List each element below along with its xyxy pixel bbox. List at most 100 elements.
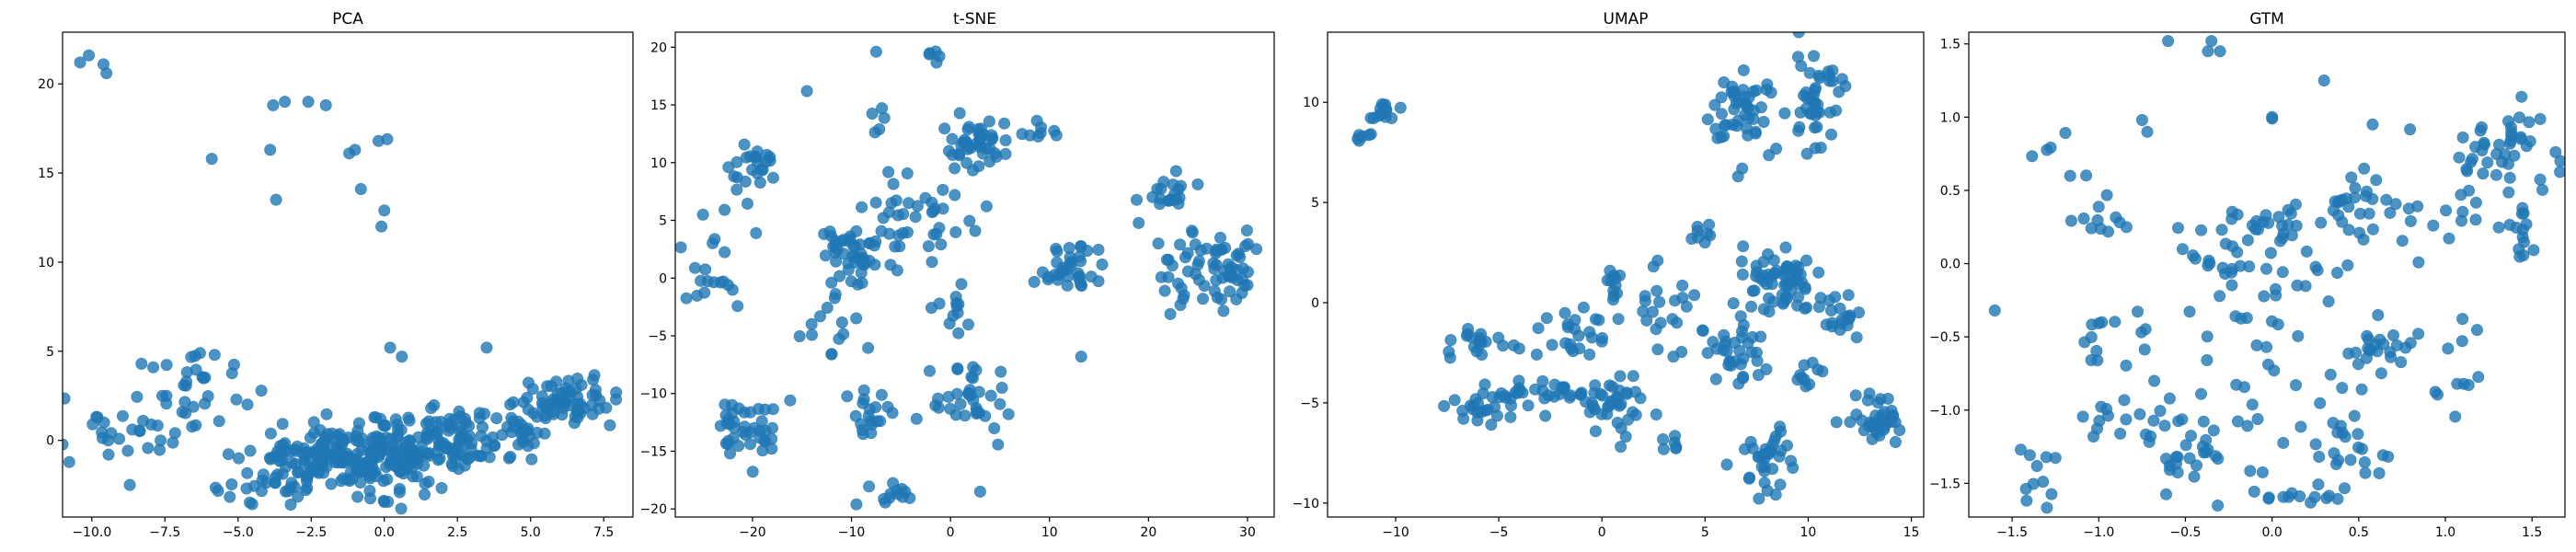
data-point xyxy=(1715,91,1728,104)
data-point xyxy=(1856,414,1869,427)
data-point xyxy=(2266,315,2279,328)
data-point xyxy=(910,412,923,425)
data-point xyxy=(224,490,236,503)
y-tick-label: −5 xyxy=(1300,397,1319,411)
x-tick-label: −7.5 xyxy=(149,525,180,540)
data-point xyxy=(368,410,381,423)
data-point xyxy=(2195,387,2208,400)
scatter-points xyxy=(63,49,623,515)
data-point xyxy=(1722,359,1735,372)
data-point xyxy=(2231,246,2244,259)
data-point xyxy=(938,122,951,135)
data-point xyxy=(2205,35,2218,48)
data-point xyxy=(1728,90,1741,103)
data-point xyxy=(2225,279,2238,292)
data-point xyxy=(123,478,136,491)
data-point xyxy=(292,466,305,478)
data-point xyxy=(1798,89,1811,102)
data-point xyxy=(1735,255,1748,268)
data-point xyxy=(154,443,167,456)
data-point xyxy=(2471,324,2484,337)
data-point xyxy=(990,150,1003,163)
data-point xyxy=(2231,208,2244,221)
data-point xyxy=(570,403,583,416)
y-tick-label: −1.0 xyxy=(1929,404,1961,419)
data-point xyxy=(1532,322,1545,335)
data-point xyxy=(571,372,584,385)
data-point xyxy=(864,415,877,428)
data-point xyxy=(1861,394,1874,407)
data-point xyxy=(2026,150,2039,163)
data-point xyxy=(830,255,843,268)
data-point xyxy=(1558,382,1570,395)
x-tick-label: 10 xyxy=(1800,525,1817,540)
data-point xyxy=(943,144,956,157)
x-tick-label: 5 xyxy=(1701,525,1709,540)
data-point xyxy=(2323,489,2336,502)
data-point xyxy=(2235,312,2248,325)
data-point xyxy=(866,108,879,121)
data-point xyxy=(2085,353,2098,366)
data-point xyxy=(2120,221,2133,234)
data-point xyxy=(2311,264,2324,277)
data-point xyxy=(307,416,320,429)
data-point xyxy=(1784,275,1797,288)
data-point xyxy=(1701,347,1714,360)
data-point xyxy=(999,134,1012,147)
data-point xyxy=(113,432,126,445)
data-point xyxy=(459,417,472,430)
data-point xyxy=(193,347,206,360)
data-point xyxy=(949,189,961,201)
data-point xyxy=(240,482,253,495)
y-tick-label: 20 xyxy=(38,77,54,92)
data-point xyxy=(1085,270,1098,283)
data-point xyxy=(1835,314,1848,327)
data-point xyxy=(1096,258,1109,270)
data-point xyxy=(1577,301,1590,314)
y-tick-label: 5 xyxy=(1311,196,1319,211)
x-tick-label: −10 xyxy=(1382,525,1409,540)
data-point xyxy=(1197,293,1210,305)
data-point xyxy=(1603,400,1616,413)
x-tick-label: 1.0 xyxy=(2435,525,2455,540)
data-point xyxy=(1651,254,1664,267)
data-point xyxy=(1809,82,1822,95)
data-point xyxy=(1774,478,1787,491)
x-tick-label: 5.0 xyxy=(521,525,541,540)
data-point xyxy=(883,491,896,504)
data-point xyxy=(2077,213,2090,225)
data-point xyxy=(2120,413,2133,426)
data-point xyxy=(1747,85,1760,98)
data-point xyxy=(276,418,289,431)
data-point xyxy=(1495,386,1508,399)
data-point xyxy=(2154,405,2167,418)
data-point xyxy=(2299,280,2312,293)
data-point xyxy=(946,132,959,145)
data-point xyxy=(425,402,438,415)
scatter-panel-4: GTM −1.5 −1.0 −0.5 0.0 0.5 1.0 1.5 −1.5 −1.0 −0.5 0… xyxy=(1929,10,2566,540)
data-point xyxy=(1770,264,1783,277)
data-point xyxy=(2324,368,2337,381)
data-point xyxy=(1794,369,1807,382)
x-tick-label: 7.5 xyxy=(593,525,614,540)
data-point xyxy=(730,155,743,168)
data-point xyxy=(186,420,199,433)
data-point xyxy=(458,438,471,451)
data-point xyxy=(1131,193,1144,206)
data-point xyxy=(1575,386,1588,399)
data-point xyxy=(1812,266,1825,279)
y-tick-label: −1.5 xyxy=(1929,477,1961,491)
data-point xyxy=(962,318,975,331)
data-point xyxy=(1654,316,1667,329)
data-point xyxy=(857,397,869,409)
data-point xyxy=(151,420,164,432)
data-point xyxy=(2453,151,2466,164)
data-point xyxy=(800,85,813,98)
data-point xyxy=(1546,339,1558,351)
data-point xyxy=(2336,382,2349,395)
data-point xyxy=(302,96,315,109)
data-point xyxy=(2327,417,2340,430)
data-point xyxy=(317,440,330,453)
data-point xyxy=(2514,132,2527,145)
data-point xyxy=(722,434,735,447)
